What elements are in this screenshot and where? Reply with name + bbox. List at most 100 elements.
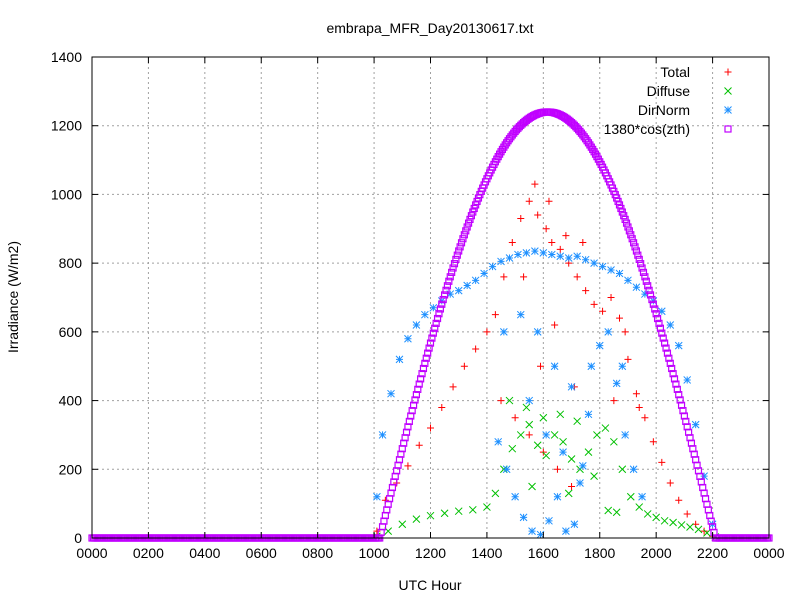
data-point	[412, 515, 421, 523]
y-tick-labels: 0 200 400 600 800 1000 1200 1400	[51, 49, 82, 546]
data-point	[691, 420, 700, 429]
data-point	[567, 455, 576, 463]
data-point	[672, 380, 680, 388]
data-point	[570, 520, 579, 529]
data-point	[483, 328, 491, 336]
data-point	[417, 375, 425, 383]
data-point	[412, 321, 421, 329]
data-point	[455, 247, 463, 255]
data-point	[562, 232, 570, 240]
data-point	[607, 294, 615, 301]
data-point	[464, 219, 473, 227]
data-point	[522, 403, 531, 412]
data-point	[411, 396, 419, 404]
data-point	[483, 503, 491, 511]
data-point	[550, 362, 559, 371]
data-point	[638, 492, 646, 501]
data-point	[604, 328, 613, 336]
data-point	[635, 255, 643, 263]
data-point	[675, 391, 683, 399]
data-point	[576, 479, 584, 487]
data-point	[634, 251, 642, 259]
x-tick-label: 1600	[528, 545, 559, 561]
data-point	[621, 215, 629, 224]
data-point	[663, 349, 672, 357]
data-point	[587, 362, 596, 371]
data-point	[398, 520, 407, 529]
x-tick-label: 0400	[189, 545, 220, 561]
data-point	[581, 255, 590, 264]
data-point	[652, 310, 660, 318]
data-point	[651, 305, 659, 313]
data-point	[428, 334, 436, 342]
series-dirnorm	[373, 247, 717, 539]
data-point	[660, 516, 669, 525]
data-point	[675, 496, 683, 504]
x-tick-label: 1800	[584, 545, 615, 561]
data-point	[472, 345, 480, 353]
data-point	[564, 254, 573, 262]
data-point	[412, 391, 420, 399]
series-total	[373, 180, 717, 540]
data-point	[604, 506, 613, 515]
data-point	[567, 382, 576, 391]
data-point	[488, 262, 497, 271]
data-point	[666, 479, 674, 487]
data-point	[480, 269, 488, 278]
data-point	[559, 448, 567, 456]
data-point	[649, 300, 657, 308]
data-point	[632, 283, 641, 292]
data-point	[686, 523, 694, 531]
y-tick-label: 600	[59, 324, 83, 340]
legend-marker-cos-zth	[724, 125, 732, 133]
data-point	[497, 397, 505, 405]
data-point	[673, 385, 681, 393]
data-point	[631, 243, 639, 251]
data-point	[559, 437, 567, 446]
data-point	[610, 437, 618, 446]
data-point	[449, 264, 457, 272]
data-point	[421, 359, 429, 367]
data-point	[553, 492, 562, 501]
data-point	[679, 407, 687, 415]
x-tick-label: 0600	[246, 545, 277, 561]
data-point	[536, 530, 545, 539]
data-point	[564, 489, 573, 498]
data-point	[427, 424, 434, 432]
data-point	[542, 451, 551, 460]
data-point	[460, 231, 468, 239]
data-point	[422, 354, 430, 362]
data-point	[680, 412, 688, 420]
data-point	[415, 380, 423, 388]
chart-title: embrapa_MFR_Day20130617.txt	[326, 20, 533, 36]
y-axis-label: Irradiance (W/m2)	[5, 241, 21, 353]
x-tick-label: 1400	[471, 545, 502, 561]
data-point	[652, 513, 661, 522]
x-tick-label: 1200	[415, 545, 446, 561]
data-point	[579, 239, 587, 247]
data-point	[421, 310, 429, 319]
data-point	[404, 462, 412, 470]
data-point	[452, 255, 460, 263]
data-point	[649, 438, 657, 446]
grid-lines	[92, 57, 769, 538]
data-point	[624, 355, 632, 363]
data-point	[669, 370, 677, 378]
data-point	[373, 492, 381, 501]
data-point	[508, 239, 516, 247]
legend-label-dirnorm: DirNorm	[638, 102, 690, 118]
data-point	[590, 300, 598, 308]
data-point	[439, 295, 447, 304]
data-point	[628, 235, 636, 243]
data-point	[502, 465, 511, 474]
y-tick-label: 0	[74, 530, 82, 546]
data-point	[562, 527, 570, 535]
data-point	[635, 503, 644, 511]
data-point	[666, 321, 675, 329]
data-point	[497, 257, 505, 266]
data-point	[525, 431, 533, 439]
data-point	[677, 401, 686, 409]
legend-marker-glyph	[724, 106, 732, 114]
data-point	[533, 441, 542, 450]
data-point	[537, 362, 545, 370]
